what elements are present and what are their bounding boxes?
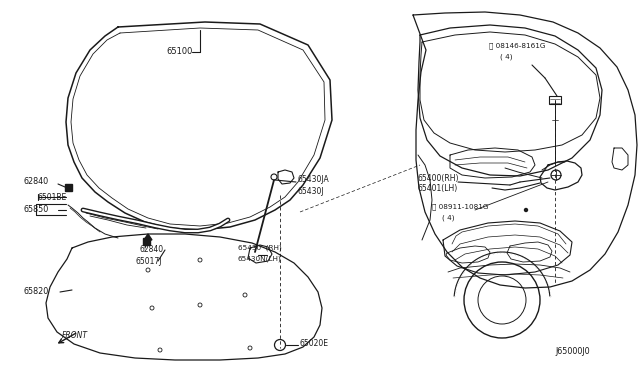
Text: FRONT: FRONT — [62, 331, 88, 340]
Text: J65000J0: J65000J0 — [555, 347, 589, 356]
Text: 65430J: 65430J — [298, 186, 324, 196]
Polygon shape — [144, 234, 152, 240]
Circle shape — [525, 208, 527, 212]
Text: 65100: 65100 — [166, 48, 193, 57]
Text: ( 4): ( 4) — [442, 215, 454, 221]
Text: 65430JA: 65430JA — [298, 176, 330, 185]
Bar — [143, 238, 150, 245]
Bar — [549, 96, 561, 104]
Text: Ⓑ 08146-8161G: Ⓑ 08146-8161G — [489, 43, 545, 49]
Text: 65430N(LH): 65430N(LH) — [238, 256, 282, 262]
Text: 62840: 62840 — [140, 246, 164, 254]
Text: 62840: 62840 — [24, 176, 49, 186]
Text: 65017J: 65017J — [135, 257, 161, 266]
Text: ( 4): ( 4) — [500, 54, 513, 60]
Text: 65020E: 65020E — [300, 339, 329, 347]
Text: Ⓝ 08911-1081G: Ⓝ 08911-1081G — [432, 204, 488, 210]
Text: 65400(RH): 65400(RH) — [418, 173, 460, 183]
Text: 65850: 65850 — [24, 205, 49, 215]
Text: 65401(LH): 65401(LH) — [418, 185, 458, 193]
Text: 6501BE: 6501BE — [38, 192, 67, 202]
Text: 65430  (RH): 65430 (RH) — [238, 245, 282, 251]
Bar — [65, 184, 72, 191]
Text: 65820: 65820 — [24, 288, 49, 296]
